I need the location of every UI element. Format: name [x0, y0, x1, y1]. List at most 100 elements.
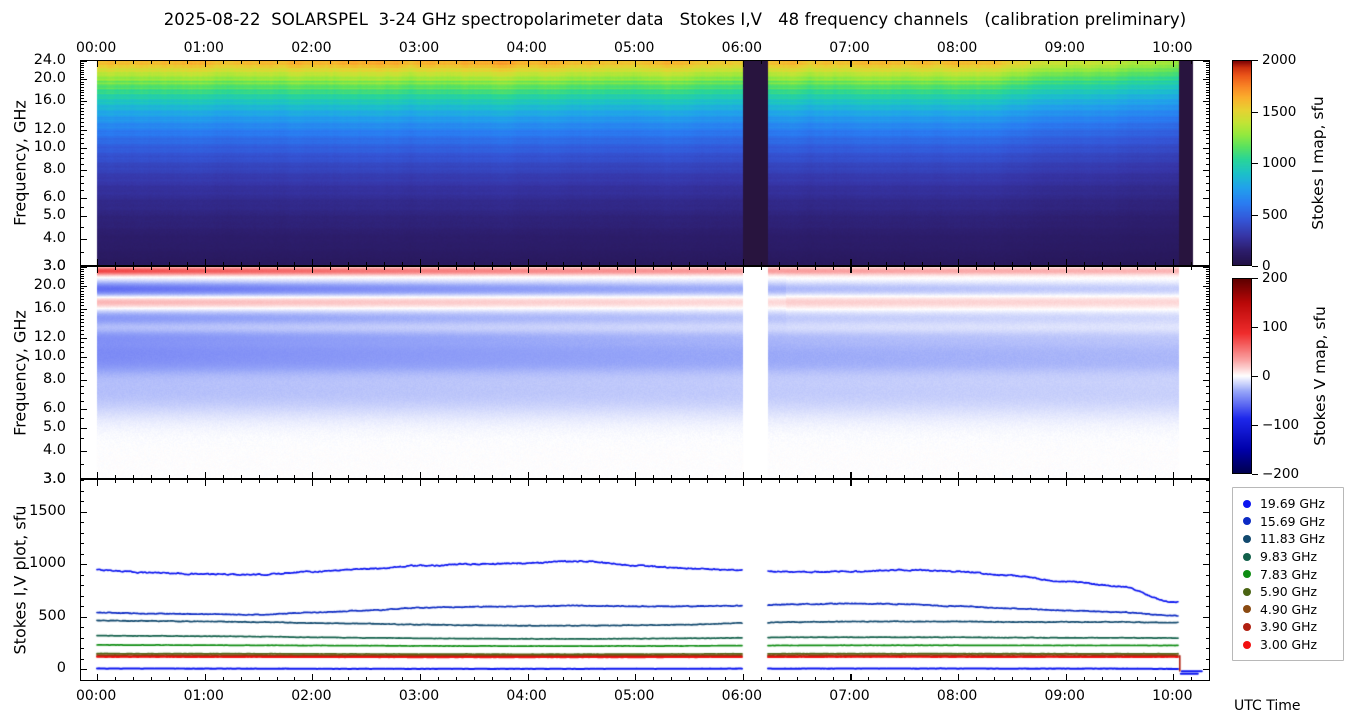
ytick-label: 6.0 [42, 400, 66, 416]
xtick-label: 06:00 [721, 40, 763, 56]
ytick-label: 1000 [29, 555, 66, 572]
ytick-label: 24.0 [33, 52, 66, 68]
stokes-i-colorbar-gradient [1233, 61, 1251, 265]
legend-item[interactable]: 9.83 GHz [1238, 548, 1337, 566]
ytick-label: 5.0 [42, 418, 66, 435]
ytick-label: 4.0 [42, 229, 66, 246]
stokes-i-spectrogram [81, 61, 1209, 265]
legend-item[interactable]: 3.90 GHz [1238, 618, 1337, 636]
stokes-iv-plot-axes [80, 479, 1210, 681]
legend-item[interactable]: 7.83 GHz [1238, 565, 1337, 583]
xtick-label: 08:00 [936, 688, 978, 704]
colorbar-tick [1252, 60, 1258, 62]
legend-marker-icon [1243, 534, 1251, 543]
legend-item[interactable]: 3.00 GHz [1238, 636, 1337, 654]
xtick-label: 05:00 [614, 688, 655, 704]
figure-title: 2025-08-22 SOLARSPEL 3-24 GHz spectropol… [163, 10, 1187, 29]
colorbar-tick-label: 100 [1262, 319, 1288, 335]
ytick-label: 10.0 [33, 347, 66, 364]
legend-item-label: 9.83 GHz [1260, 549, 1317, 565]
ytick-label: 3.0 [42, 258, 66, 274]
ytick-label-top: 3.0 [42, 471, 66, 487]
ytick-label: 5.0 [42, 207, 66, 224]
stokes-iv-yaxis-title: Stokes I,V plot, sfu [10, 505, 30, 655]
xtick-label: 04:00 [506, 40, 547, 56]
colorbar-tick-label: 2000 [1262, 52, 1297, 68]
ytick-label: 12.0 [33, 120, 66, 137]
xtick-label: 04:00 [506, 688, 547, 704]
colorbar-tick-label: 200 [1262, 270, 1288, 286]
legend-marker-icon [1243, 605, 1251, 614]
stokes-i-map-axes [80, 60, 1210, 266]
xtick-label: 00:00 [75, 40, 117, 56]
ytick-label: 3.0 [42, 471, 66, 487]
colorbar-tick [1252, 474, 1258, 476]
stokes-v-ticks [81, 267, 1209, 478]
legend-item-label: 4.90 GHz [1260, 601, 1317, 617]
legend-marker-icon [1243, 517, 1251, 526]
legend-item-label: 15.69 GHz [1260, 513, 1325, 529]
stokes-v-yaxis-title: Frequency, GHz [10, 309, 30, 436]
xtick-label: 00:00 [75, 688, 117, 704]
colorbar-tick [1252, 425, 1258, 427]
stokes-v-map-axes [80, 266, 1210, 479]
xtick-label: 10:00 [1152, 688, 1193, 704]
legend-marker-icon [1243, 499, 1251, 508]
colorbar-tick-label: 1500 [1262, 103, 1297, 120]
legend-item[interactable]: 15.69 GHz [1238, 513, 1337, 531]
colorbar-tick [1252, 163, 1258, 165]
xtick-label: 02:00 [291, 688, 332, 704]
legend-marker-icon [1243, 622, 1251, 631]
legend-item-label: 3.90 GHz [1260, 619, 1317, 635]
stokes-iv-ticks [81, 480, 1209, 680]
xtick-label: 01:00 [183, 688, 224, 704]
colorbar-tick-label: −100 [1262, 417, 1300, 433]
xtick-label: 06:00 [721, 688, 763, 704]
ytick-label: 8.0 [42, 160, 66, 177]
ytick-label: 16.0 [33, 299, 66, 316]
colorbar-tick [1252, 111, 1258, 113]
colorbar-tick-label: 1000 [1262, 155, 1297, 171]
xtick-label: 03:00 [398, 688, 440, 704]
ytick-label: 1500 [29, 502, 66, 519]
ytick-label: 0 [56, 660, 66, 677]
xtick-label: 03:00 [398, 40, 440, 56]
ytick-label: 20.0 [33, 70, 66, 87]
legend-item-label: 19.69 GHz [1260, 496, 1325, 512]
colorbar-tick [1252, 266, 1258, 268]
legend-item[interactable]: 5.90 GHz [1238, 583, 1337, 601]
stokes-i-yaxis-title: Frequency, GHz [10, 100, 30, 226]
ytick-label: 20.0 [33, 276, 66, 293]
ytick-label: 8.0 [42, 370, 66, 387]
ytick-label-top: 3.0 [42, 258, 66, 274]
ytick-label: 6.0 [42, 189, 66, 206]
legend-item[interactable]: 4.90 GHz [1238, 601, 1337, 619]
stokes-i-colorbar-title: Stokes I map, sfu [1309, 96, 1327, 230]
legend-item[interactable]: 19.69 GHz [1238, 495, 1337, 513]
xtick-label: 02:00 [291, 40, 332, 56]
stokes-v-colorbar-title: Stokes V map, sfu [1311, 306, 1329, 446]
xtick-label: 10:00 [1152, 40, 1193, 56]
stokes-i-colorbar [1232, 60, 1252, 266]
stokes-v-spectrogram [81, 267, 1209, 478]
xtick-label: 07:00 [829, 688, 870, 704]
xtick-label: 07:00 [829, 40, 870, 56]
xaxis-title: UTC Time [1234, 698, 1301, 714]
colorbar-tick-label: 0 [1262, 368, 1271, 384]
stokes-v-colorbar [1232, 278, 1252, 474]
ytick-label: 4.0 [42, 441, 66, 458]
xtick-label: 08:00 [936, 40, 978, 56]
xtick-label: 05:00 [614, 40, 655, 56]
ytick-label: 16.0 [33, 92, 66, 109]
ytick-label: 10.0 [33, 138, 66, 155]
frequency-legend: 19.69 GHz 15.69 GHz 11.83 GHz 9.83 GHz 7.83 … [1232, 487, 1344, 662]
xtick-label: 01:00 [183, 40, 224, 56]
legend-item-label: 7.83 GHz [1260, 566, 1317, 582]
legend-marker-icon [1243, 640, 1251, 649]
legend-marker-icon [1243, 552, 1251, 561]
stokes-i-ticks [81, 61, 1209, 265]
legend-item-label: 3.00 GHz [1260, 637, 1317, 653]
colorbar-tick [1252, 278, 1258, 280]
legend-item[interactable]: 11.83 GHz [1238, 530, 1337, 548]
